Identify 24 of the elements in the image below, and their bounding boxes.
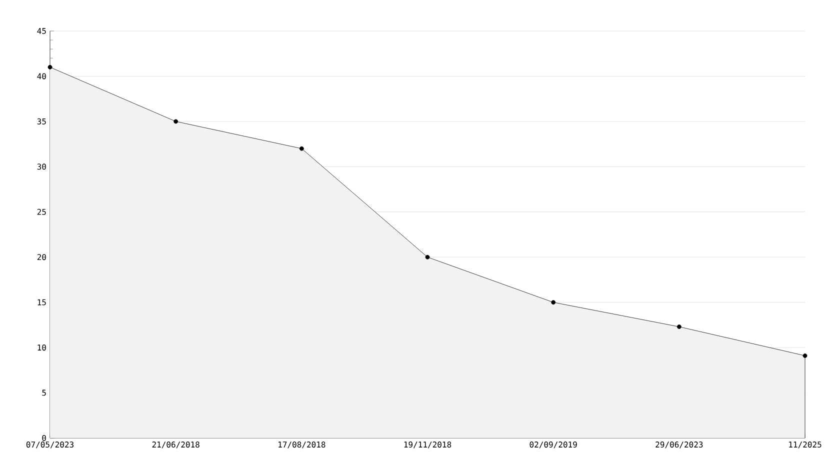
x-tick-label: 21/06/2018 <box>152 442 200 448</box>
point <box>299 146 304 151</box>
point <box>425 254 430 260</box>
y-tick-label: 30 <box>37 164 46 170</box>
y-tick-label: 10 <box>38 344 46 351</box>
x-tick-label: 29/06/2023 <box>656 442 703 448</box>
y-tick-label: 25 <box>37 208 46 215</box>
y-tick-label: 45 <box>37 28 46 34</box>
y-tick-label: 15 <box>38 299 46 306</box>
y-tick-label: 5 <box>42 390 46 396</box>
point <box>174 119 178 124</box>
point <box>676 324 682 329</box>
x-tick-label: 02/09/2019 <box>530 442 577 448</box>
x-tick-label: 19/11/2018 <box>404 442 452 448</box>
point <box>551 300 556 305</box>
point <box>802 353 808 358</box>
y-tick-label: 20 <box>37 254 46 260</box>
x-tick-label: 17/08/2018 <box>278 442 326 448</box>
point <box>48 64 52 70</box>
y-tick-label: 35 <box>37 118 46 124</box>
x-tick-label: 11/2025 <box>789 442 822 448</box>
y-tick-label: 40 <box>37 73 46 80</box>
x-tick-label: 07/05/2023 <box>26 442 74 448</box>
y-tick-label: 0 <box>42 434 46 442</box>
